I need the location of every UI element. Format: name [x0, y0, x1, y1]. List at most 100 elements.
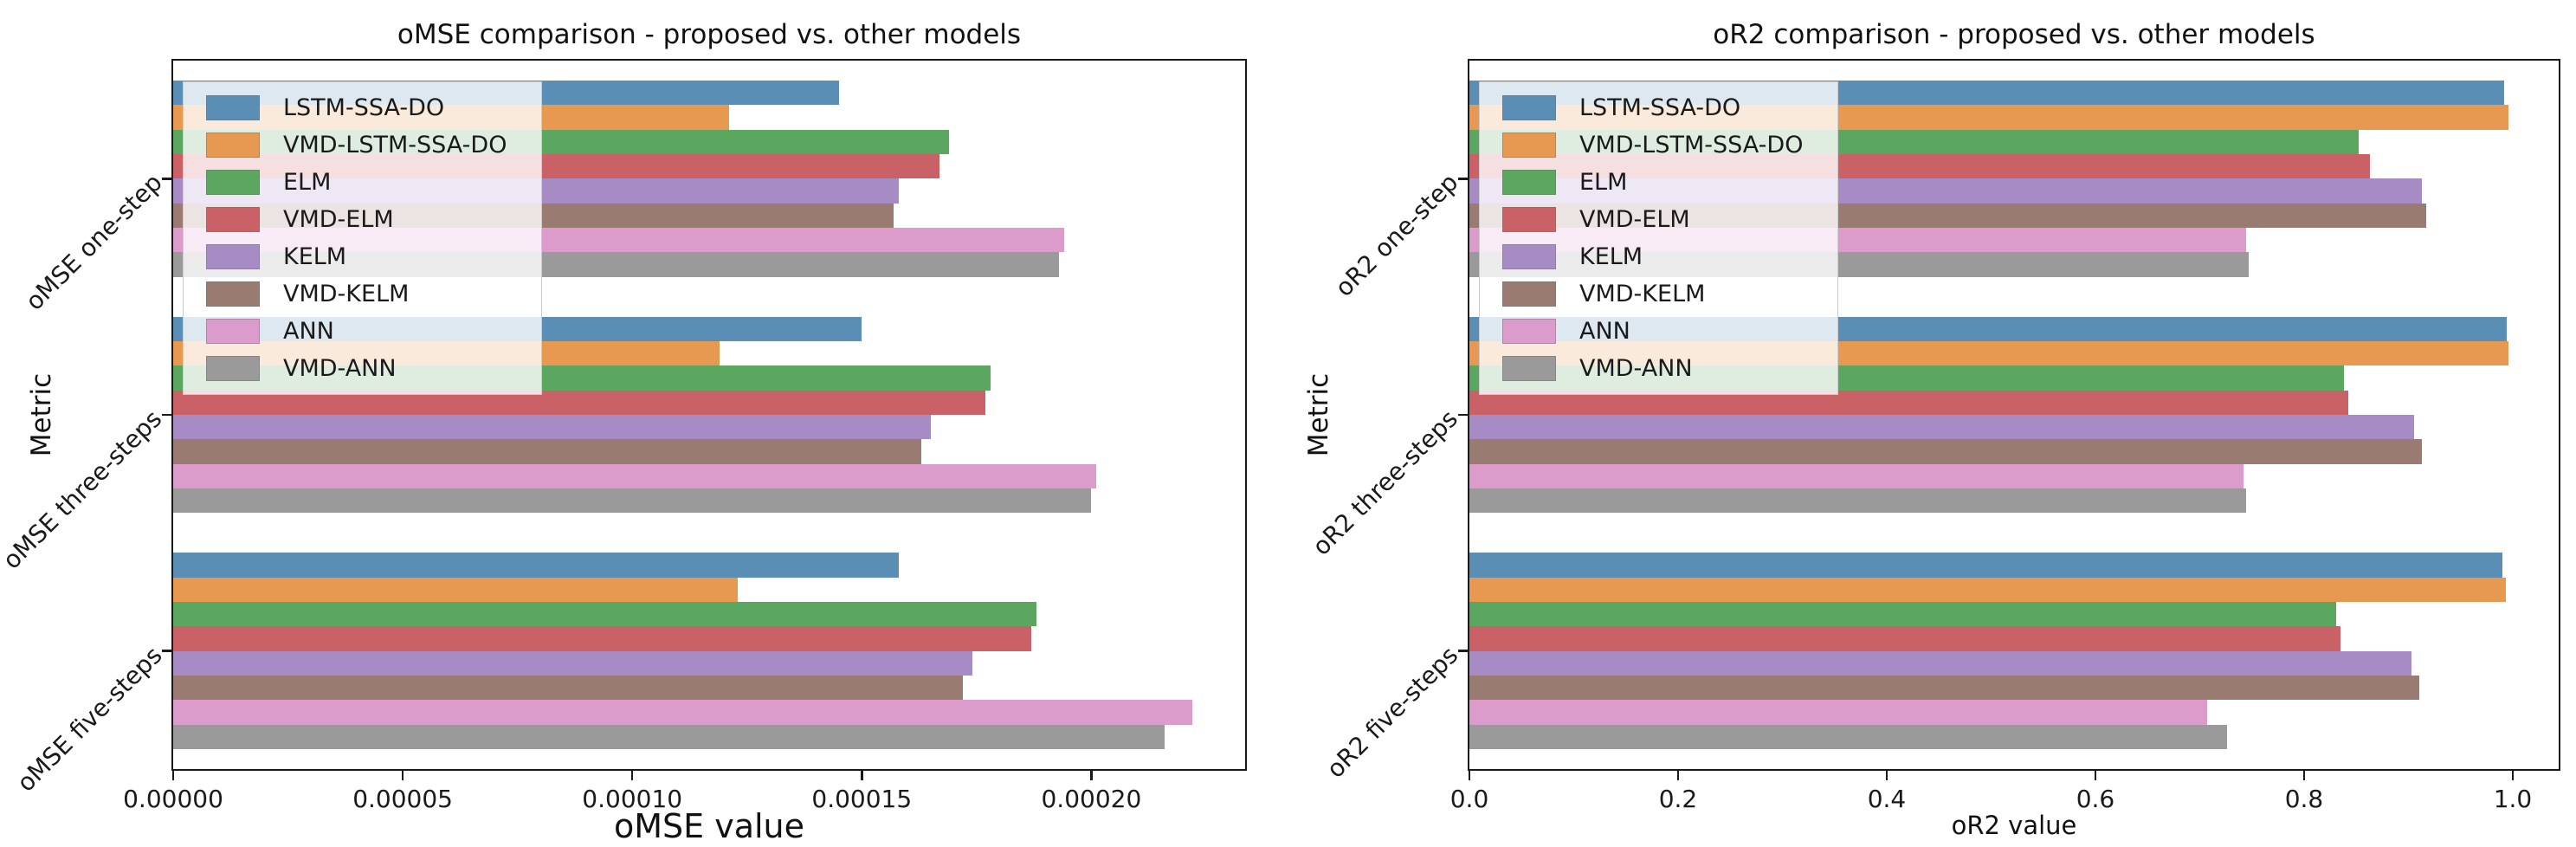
or2-chart-title: oR2 comparison - proposed vs. other mode…: [1713, 19, 2315, 50]
legend-swatch-vmd-elm: [206, 207, 260, 232]
y-tick-label-or2-five-steps: oR2 five-steps: [1320, 640, 1464, 784]
x-tick-label-0.2: 0.2: [1658, 785, 1698, 813]
x-tick-label-0.00000: 0.00000: [123, 785, 223, 813]
x-tick-0.00005: [401, 769, 404, 780]
bar-elm-omse-five-steps: [173, 601, 1036, 627]
legend-item-ann: ANN: [1502, 313, 1803, 350]
legend-label-lstm-ssa-do: LSTM-SSA-DO: [283, 94, 445, 121]
legend-swatch-vmd-kelm: [1502, 281, 1556, 307]
or2-legend: LSTM-SSA-DO VMD-LSTM-SSA-DO ELM VMD-ELM KELM…: [1479, 81, 1839, 395]
x-tick-label-0.0: 0.0: [1449, 785, 1489, 813]
legend-label-elm: ELM: [283, 169, 332, 196]
x-tick-label-0.00020: 0.00020: [1041, 785, 1142, 813]
bar-lstm-ssa-do-or2-five-steps: [1469, 553, 2502, 578]
bar-vmd-lstm-ssa-do-or2-five-steps: [1469, 577, 2506, 602]
omse-legend: LSTM-SSA-DO VMD-LSTM-SSA-DO ELM VMD-ELM KELM…: [183, 81, 543, 395]
legend-item-lstm-ssa-do: LSTM-SSA-DO: [1502, 89, 1803, 126]
legend-item-vmd-lstm-ssa-do: VMD-LSTM-SSA-DO: [206, 126, 507, 164]
legend-swatch-lstm-ssa-do: [1502, 95, 1556, 120]
x-tick-0.2: [1676, 769, 1680, 780]
bar-vmd-ann-omse-three-steps: [173, 488, 1092, 514]
x-tick-0.8: [2302, 769, 2306, 780]
or2-x-axis-label: oR2 value: [1951, 811, 2077, 840]
x-tick-label-0.00010: 0.00010: [582, 785, 683, 813]
legend-item-vmd-elm: VMD-ELM: [1502, 201, 1803, 238]
bar-vmd-kelm-omse-five-steps: [173, 676, 963, 701]
legend-label-vmd-lstm-ssa-do: VMD-LSTM-SSA-DO: [283, 132, 507, 158]
legend-item-vmd-kelm: VMD-KELM: [1502, 275, 1803, 313]
legend-label-vmd-ann: VMD-ANN: [1579, 355, 1693, 382]
omse-chart-plot-area: oMSE comparison - proposed vs. other mod…: [0, 19, 1247, 845]
legend-label-vmd-kelm: VMD-KELM: [283, 281, 410, 307]
or2-axis-layer: oR2 one-step oR2 three-steps oR2 five-step…: [1307, 61, 2559, 813]
x-tick-label-0.8: 0.8: [2284, 785, 2324, 813]
legend-item-vmd-kelm: VMD-KELM: [206, 275, 507, 313]
legend-item-elm: ELM: [206, 164, 507, 201]
x-tick-1.0: [2511, 769, 2515, 780]
x-tick-label-0.6: 0.6: [2076, 785, 2115, 813]
legend-swatch-vmd-kelm: [206, 281, 260, 307]
bar-vmd-lstm-ssa-do-omse-five-steps: [173, 577, 739, 602]
bar-ann-omse-five-steps: [173, 700, 1193, 725]
legend-label-ann: ANN: [1579, 318, 1630, 345]
legend-swatch-kelm: [1502, 244, 1556, 269]
legend-label-vmd-lstm-ssa-do: VMD-LSTM-SSA-DO: [1579, 132, 1804, 158]
y-tick-omse-three-steps: [162, 413, 173, 417]
legend-swatch-ann: [1502, 319, 1556, 344]
legend-swatch-kelm: [206, 244, 260, 269]
legend-label-vmd-elm: VMD-ELM: [1579, 206, 1690, 233]
y-tick-or2-three-steps: [1458, 413, 1469, 417]
y-tick-omse-five-steps: [162, 650, 173, 652]
x-tick-label-0.00015: 0.00015: [811, 785, 913, 813]
x-tick-0.00015: [861, 769, 863, 780]
y-tick-label-or2-one-step: oR2 one-step: [1329, 168, 1464, 303]
legend-item-vmd-ann: VMD-ANN: [206, 350, 507, 387]
legend-item-vmd-lstm-ssa-do: VMD-LSTM-SSA-DO: [1502, 126, 1803, 164]
x-tick-label-1.0: 1.0: [2493, 785, 2533, 813]
y-tick-label-omse-one-step: oMSE one-step: [19, 168, 168, 317]
legend-swatch-vmd-lstm-ssa-do: [206, 133, 260, 158]
legend-label-elm: ELM: [1579, 169, 1628, 196]
x-tick-0.00010: [630, 769, 634, 780]
x-tick-0.6: [2094, 769, 2097, 780]
legend-swatch-elm: [1502, 170, 1556, 195]
bar-kelm-omse-three-steps: [173, 415, 931, 440]
bar-vmd-ann-omse-five-steps: [173, 724, 1165, 750]
x-tick-0.0: [1468, 769, 1471, 780]
bar-vmd-kelm-or2-three-steps: [1469, 439, 2423, 464]
y-tick-omse-one-step: [162, 178, 173, 180]
omse-axis-layer: oMSE one-step oMSE three-steps oMSE five-s…: [0, 61, 1245, 813]
or2-bars-layer: [1469, 61, 2559, 769]
or2-y-axis-label: Metric: [1303, 372, 1334, 457]
bar-ann-or2-five-steps: [1469, 700, 2207, 725]
legend-item-vmd-ann: VMD-ANN: [1502, 350, 1803, 387]
legend-label-kelm: KELM: [1579, 243, 1643, 270]
legend-item-elm: ELM: [1502, 164, 1803, 201]
legend-label-lstm-ssa-do: LSTM-SSA-DO: [1579, 94, 1741, 121]
legend-label-kelm: KELM: [283, 243, 347, 270]
bar-vmd-kelm-or2-five-steps: [1469, 676, 2419, 701]
legend-swatch-vmd-lstm-ssa-do: [1502, 133, 1556, 158]
y-tick-or2-five-steps: [1458, 650, 1469, 652]
legend-label-vmd-kelm: VMD-KELM: [1579, 281, 1706, 307]
bar-vmd-kelm-omse-three-steps: [173, 439, 922, 464]
legend-swatch-vmd-ann: [206, 356, 260, 381]
legend-swatch-ann: [206, 319, 260, 344]
bar-lstm-ssa-do-omse-five-steps: [173, 553, 899, 578]
legend-item-ann: ANN: [206, 313, 507, 350]
y-tick-label-omse-three-steps: oMSE three-steps: [0, 404, 168, 575]
bar-vmd-elm-or2-five-steps: [1469, 626, 2341, 651]
legend-item-kelm: KELM: [206, 238, 507, 275]
legend-swatch-elm: [206, 170, 260, 195]
x-tick-0.00000: [171, 769, 175, 780]
bar-elm-or2-five-steps: [1469, 601, 2337, 627]
or2-chart-plot-area: oR2 comparison - proposed vs. other mode…: [1303, 19, 2560, 840]
legend-swatch-lstm-ssa-do: [206, 95, 260, 120]
x-tick-label-0.00005: 0.00005: [352, 785, 453, 813]
legend-item-lstm-ssa-do: LSTM-SSA-DO: [206, 89, 507, 126]
legend-label-ann: ANN: [283, 318, 334, 345]
bar-vmd-ann-or2-five-steps: [1469, 724, 2227, 750]
omse-chart-title: oMSE comparison - proposed vs. other mod…: [397, 19, 1022, 50]
legend-label-vmd-ann: VMD-ANN: [283, 355, 397, 382]
